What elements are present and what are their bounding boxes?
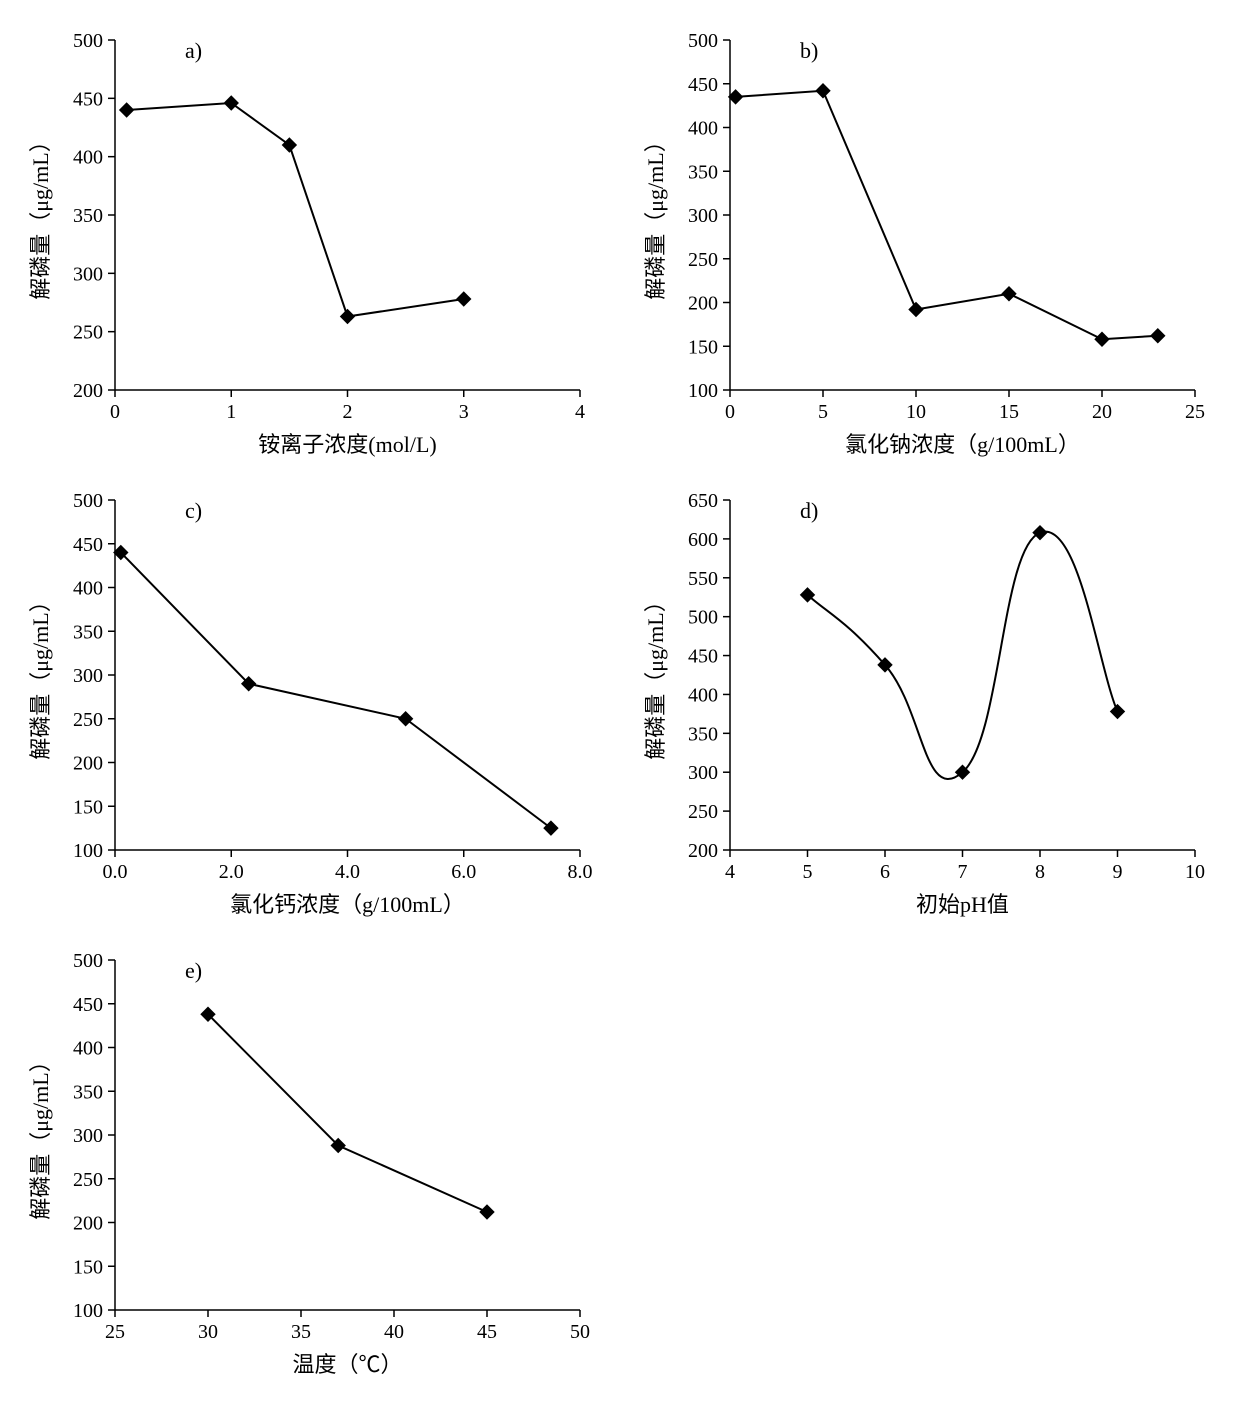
svg-text:25: 25	[105, 1321, 125, 1343]
svg-text:9: 9	[1113, 861, 1123, 883]
svg-text:30: 30	[198, 1321, 218, 1343]
svg-text:400: 400	[73, 1038, 103, 1060]
svg-text:15: 15	[999, 401, 1019, 423]
svg-text:20: 20	[1092, 401, 1112, 423]
svg-text:200: 200	[73, 753, 103, 775]
panel-a: 200 250 300 350 400 450 500 0 1 2 3 4 铵离子浓度(mol/L) 解磷…	[20, 20, 605, 470]
svg-text:100: 100	[73, 1300, 103, 1322]
svg-text:500: 500	[73, 490, 103, 512]
svg-text:200: 200	[688, 293, 718, 315]
svg-text:150: 150	[73, 796, 103, 818]
svg-text:100: 100	[688, 380, 718, 402]
svg-text:4: 4	[725, 861, 735, 883]
svg-text:2.0: 2.0	[219, 861, 244, 883]
svg-text:250: 250	[73, 322, 103, 344]
svg-text:150: 150	[73, 1256, 103, 1278]
panel-c: 100 150 200 250 300 350 400 450 500 0.0 2.0 4.0 6.0 8…	[20, 480, 605, 930]
svg-text:450: 450	[688, 646, 718, 668]
svg-text:25: 25	[1185, 401, 1205, 423]
svg-text:400: 400	[688, 118, 718, 140]
svg-text:400: 400	[73, 578, 103, 600]
svg-text:解磷量（μg/mL）: 解磷量（μg/mL）	[28, 590, 53, 759]
svg-text:250: 250	[73, 1169, 103, 1191]
panel-b: 100 150 200 250 300 350 400 450 500 0 5 10 15 20 25 氯化钠…	[635, 20, 1220, 470]
svg-text:450: 450	[73, 994, 103, 1016]
svg-text:550: 550	[688, 568, 718, 590]
svg-text:600: 600	[688, 529, 718, 551]
svg-text:350: 350	[73, 205, 103, 227]
svg-text:解磷量（μg/mL）: 解磷量（μg/mL）	[643, 130, 668, 299]
svg-text:4: 4	[575, 401, 585, 423]
svg-text:2: 2	[343, 401, 353, 423]
svg-text:250: 250	[688, 249, 718, 271]
svg-text:450: 450	[73, 88, 103, 110]
svg-text:10: 10	[1185, 861, 1205, 883]
svg-text:400: 400	[73, 147, 103, 169]
svg-text:200: 200	[688, 840, 718, 862]
svg-text:e): e)	[185, 958, 202, 983]
svg-text:500: 500	[688, 607, 718, 629]
svg-text:300: 300	[688, 762, 718, 784]
svg-text:50: 50	[570, 1321, 590, 1343]
svg-text:0.0: 0.0	[103, 861, 128, 883]
svg-text:250: 250	[73, 709, 103, 731]
svg-text:100: 100	[73, 840, 103, 862]
svg-text:350: 350	[73, 1081, 103, 1103]
chart-grid: 20025030035040045050001234铵离子浓度(mol/L)解磷…	[20, 20, 1220, 1390]
svg-text:8.0: 8.0	[568, 861, 593, 883]
svg-text:解磷量（μg/mL）: 解磷量（μg/mL）	[643, 590, 668, 759]
svg-text:300: 300	[73, 1125, 103, 1147]
svg-text:200: 200	[73, 1213, 103, 1235]
svg-text:5: 5	[818, 401, 828, 423]
svg-text:650: 650	[688, 490, 718, 512]
svg-text:解磷量（μg/mL）: 解磷量（μg/mL）	[28, 130, 53, 299]
panel-e: 100 150 200 250 300 350 400 450 500 25 30 35 40 45 50 温…	[20, 940, 605, 1390]
svg-text:b): b)	[800, 38, 818, 63]
svg-text:7: 7	[958, 861, 968, 883]
svg-text:450: 450	[73, 534, 103, 556]
svg-text:350: 350	[688, 723, 718, 745]
svg-text:d): d)	[800, 498, 818, 523]
svg-text:5: 5	[803, 861, 813, 883]
svg-text:3: 3	[459, 401, 469, 423]
svg-text:400: 400	[688, 684, 718, 706]
panel-empty	[635, 940, 1220, 1390]
svg-text:10: 10	[906, 401, 926, 423]
svg-text:35: 35	[291, 1321, 311, 1343]
svg-text:200: 200	[73, 380, 103, 402]
svg-text:500: 500	[73, 950, 103, 972]
svg-text:300: 300	[688, 205, 718, 227]
svg-text:铵离子浓度(mol/L): 铵离子浓度(mol/L)	[258, 432, 436, 457]
svg-text:0: 0	[725, 401, 735, 423]
panel-d: 200 250 300 350 400 450 500 550 600 650 4 5 6 7 8 9 10 初始…	[635, 480, 1220, 930]
svg-text:解磷量（μg/mL）: 解磷量（μg/mL）	[28, 1050, 53, 1219]
svg-text:氯化钙浓度（g/100mL）: 氯化钙浓度（g/100mL）	[230, 892, 465, 917]
svg-text:40: 40	[384, 1321, 404, 1343]
svg-text:a): a)	[185, 38, 202, 63]
svg-text:300: 300	[73, 665, 103, 687]
svg-text:温度（℃）: 温度（℃）	[292, 1352, 402, 1377]
svg-text:45: 45	[477, 1321, 497, 1343]
svg-text:300: 300	[73, 263, 103, 285]
svg-text:1: 1	[226, 401, 236, 423]
svg-text:c): c)	[185, 498, 202, 523]
svg-text:氯化钠浓度（g/100mL）: 氯化钠浓度（g/100mL）	[845, 432, 1080, 457]
svg-text:450: 450	[688, 74, 718, 96]
svg-text:500: 500	[688, 30, 718, 52]
svg-text:150: 150	[688, 336, 718, 358]
svg-text:6.0: 6.0	[451, 861, 476, 883]
svg-text:250: 250	[688, 801, 718, 823]
svg-text:350: 350	[73, 621, 103, 643]
svg-text:350: 350	[688, 161, 718, 183]
svg-text:4.0: 4.0	[335, 861, 360, 883]
svg-text:6: 6	[880, 861, 890, 883]
svg-text:500: 500	[73, 30, 103, 52]
svg-text:初始pH值: 初始pH值	[916, 892, 1009, 917]
svg-text:8: 8	[1035, 861, 1045, 883]
svg-text:0: 0	[110, 401, 120, 423]
